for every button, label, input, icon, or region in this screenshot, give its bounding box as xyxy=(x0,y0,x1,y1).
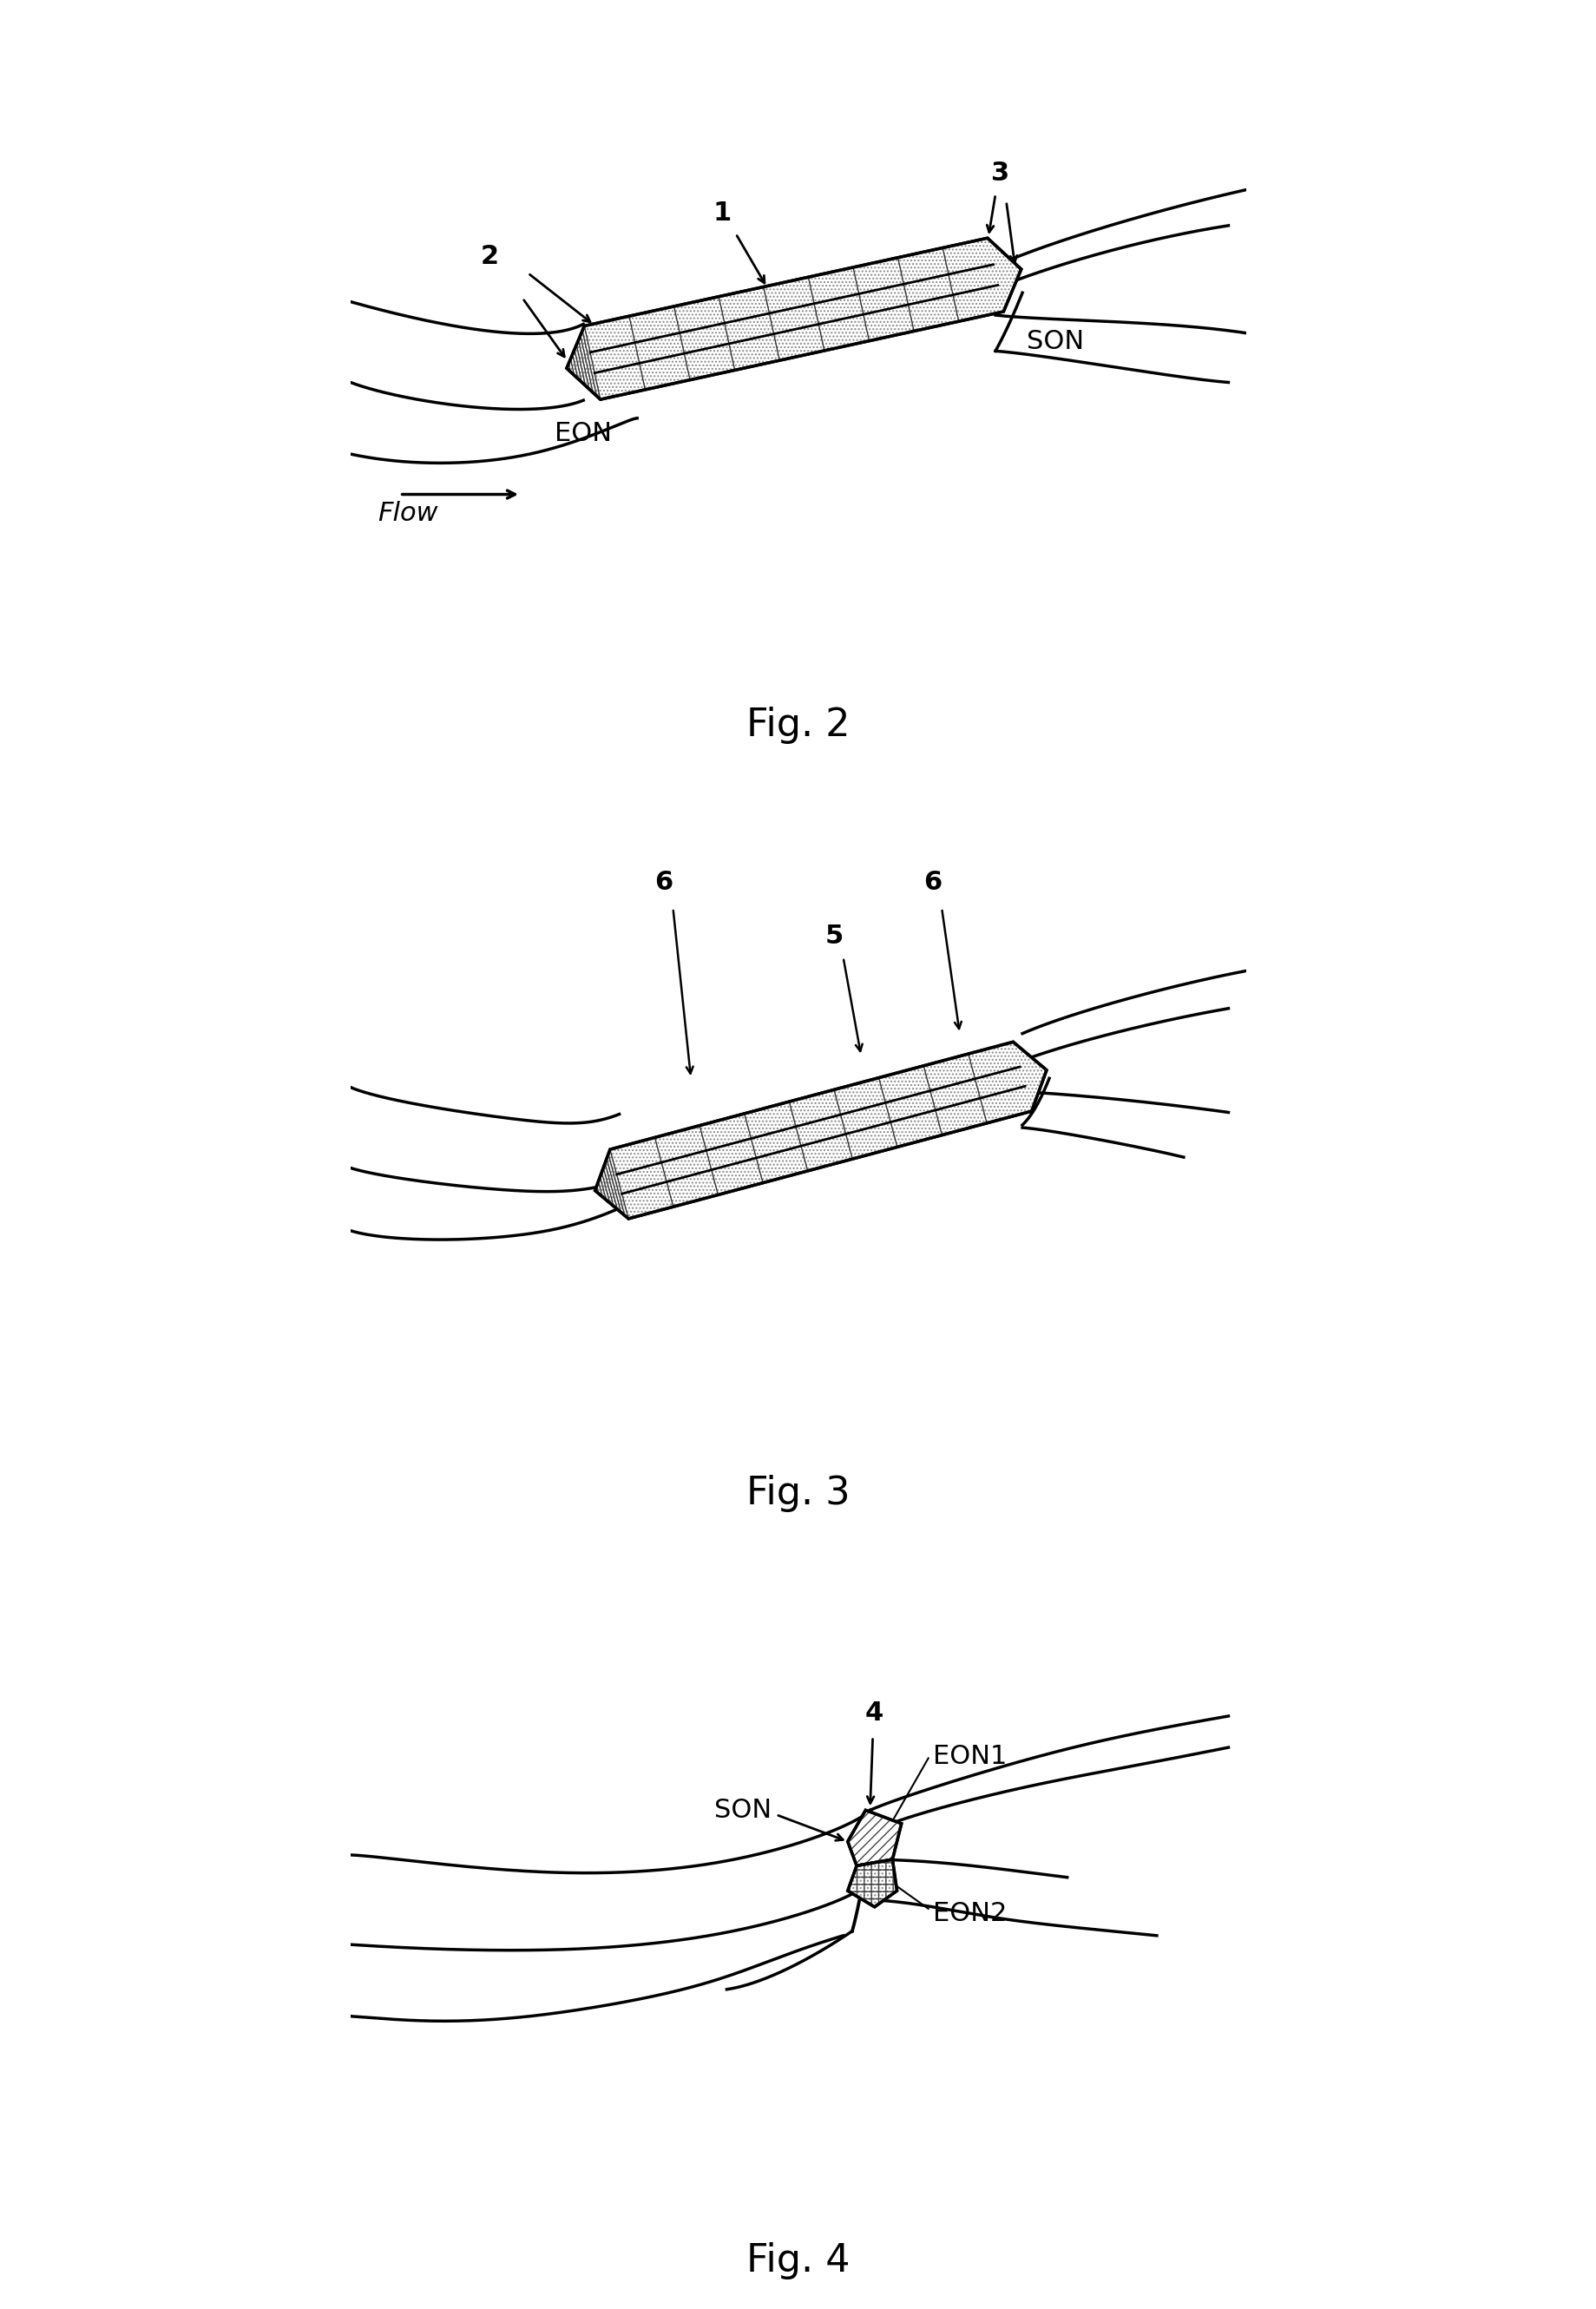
Text: SON: SON xyxy=(1026,328,1084,353)
Text: 6: 6 xyxy=(654,870,674,896)
Text: 4: 4 xyxy=(865,1702,883,1725)
Text: Fig. 3: Fig. 3 xyxy=(745,1475,851,1512)
Polygon shape xyxy=(595,1041,1045,1219)
Polygon shape xyxy=(847,1859,897,1907)
Text: 1: 1 xyxy=(713,201,731,226)
Text: Fig. 4: Fig. 4 xyxy=(747,2242,849,2279)
Text: 5: 5 xyxy=(825,924,843,949)
Polygon shape xyxy=(567,238,1021,399)
Text: Flow: Flow xyxy=(377,501,437,526)
Text: 2: 2 xyxy=(480,245,498,270)
Polygon shape xyxy=(847,1810,902,1866)
Text: EON2: EON2 xyxy=(932,1900,1007,1926)
Text: Fig. 2: Fig. 2 xyxy=(745,707,851,743)
Text: EON: EON xyxy=(554,420,611,446)
Text: EON1: EON1 xyxy=(932,1743,1007,1769)
Text: 3: 3 xyxy=(990,162,1009,187)
Text: SON: SON xyxy=(713,1799,771,1822)
Text: 6: 6 xyxy=(922,870,942,896)
